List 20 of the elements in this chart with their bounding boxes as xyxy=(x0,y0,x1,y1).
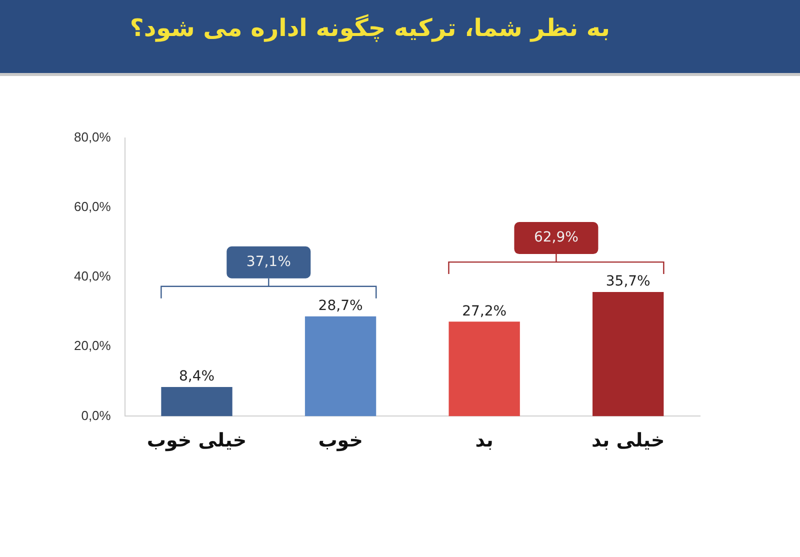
x-tick-label: خوب xyxy=(318,430,363,452)
x-tick-label: خیلی بد xyxy=(592,430,665,452)
data-label: 8,4% xyxy=(178,368,215,385)
annotation: 62,9% xyxy=(534,230,578,246)
y-tick-label: 60,0% xyxy=(74,199,112,214)
bar xyxy=(448,322,520,416)
x-tick-label: بد xyxy=(475,430,494,452)
y-tick-label: 80,0% xyxy=(74,130,112,145)
annotation: 37,1% xyxy=(246,254,291,270)
y-tick-label: 20,0% xyxy=(74,338,112,354)
data-label: 27,2% xyxy=(462,303,507,320)
chart-title: به نظر شما، ترکیه چگونه اداره می شود؟ xyxy=(130,14,610,42)
x-tick-label: خیلی خوب xyxy=(146,430,247,452)
bar xyxy=(304,316,376,416)
y-tick-label: 0,0% xyxy=(81,408,112,423)
bar xyxy=(161,386,232,416)
y-tick-label: 40,0% xyxy=(74,268,112,284)
bar xyxy=(592,292,664,416)
data-label: 28,7% xyxy=(318,298,363,314)
data-label: 35,7% xyxy=(606,274,650,290)
